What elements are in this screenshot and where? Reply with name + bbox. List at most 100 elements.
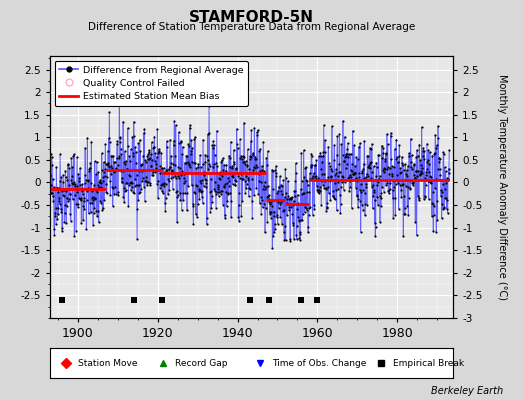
Point [415,195,423,202]
Point [147,163,156,170]
Point [143,182,151,188]
Point [276,213,285,220]
Point [301,205,310,212]
Point [84,185,93,191]
Point [119,118,127,125]
Point [110,159,118,165]
Point [329,188,337,194]
Point [215,169,224,176]
Point [355,187,364,193]
Point [444,176,452,182]
Point [224,183,233,190]
Point [228,173,236,180]
Point [93,189,102,195]
Point [102,160,110,167]
Point [163,167,171,174]
Point [73,182,81,189]
Point [81,180,89,186]
Point [188,159,196,165]
Point [409,162,418,168]
Point [220,162,228,168]
Point [201,175,209,182]
Point [279,177,288,184]
Point [235,190,244,196]
Point [185,125,194,131]
Point [339,173,347,180]
Point [321,178,330,184]
Point [390,164,398,170]
Point [384,141,392,148]
Point [295,235,303,241]
Point [94,181,102,188]
Point [322,204,331,210]
Point [294,200,302,207]
Point [208,142,216,148]
Point [144,178,152,185]
Point [150,134,159,140]
Point [55,195,63,202]
Point [87,180,95,186]
Point [195,178,204,184]
Point [389,178,398,184]
Point [437,187,445,193]
Point [230,160,238,167]
Point [236,171,245,178]
Point [441,168,450,174]
Point [123,165,132,172]
Point [153,126,161,132]
Point [214,192,223,199]
Point [272,163,280,169]
Point [54,211,63,217]
Point [86,160,95,166]
Point [275,184,283,190]
Point [57,209,66,215]
Point [175,140,183,146]
Point [345,172,354,178]
Point [361,190,369,196]
Point [328,177,336,183]
Point [209,138,217,144]
Point [67,217,75,224]
Point [266,211,274,218]
Point [402,176,410,183]
Point [313,188,322,195]
Point [170,118,179,124]
Point [436,166,444,172]
Point [301,164,310,171]
Point [182,190,191,196]
Point [381,150,390,157]
Point [261,205,270,212]
Point [73,154,81,160]
Point [174,172,182,179]
Point [351,170,359,176]
Point [257,211,266,217]
Point [110,169,118,176]
Point [285,196,293,202]
Point [204,166,212,172]
Point [290,236,298,242]
Point [78,185,86,191]
Point [101,173,109,179]
Point [272,214,281,221]
Point [308,153,316,159]
Point [188,182,196,188]
Point [200,183,208,189]
Point [69,196,77,203]
Point [159,190,167,196]
Point [298,191,306,198]
Point [253,164,261,170]
Point [105,109,114,115]
Point [428,213,436,220]
Point [388,163,397,170]
Point [410,174,419,181]
Point [404,184,412,190]
Point [329,193,337,199]
Point [306,176,314,182]
Point [414,168,422,174]
Text: Record Gap: Record Gap [175,358,227,368]
Point [389,187,397,193]
Point [303,182,312,188]
Point [215,175,223,181]
Point [417,162,425,168]
Point [171,153,179,159]
